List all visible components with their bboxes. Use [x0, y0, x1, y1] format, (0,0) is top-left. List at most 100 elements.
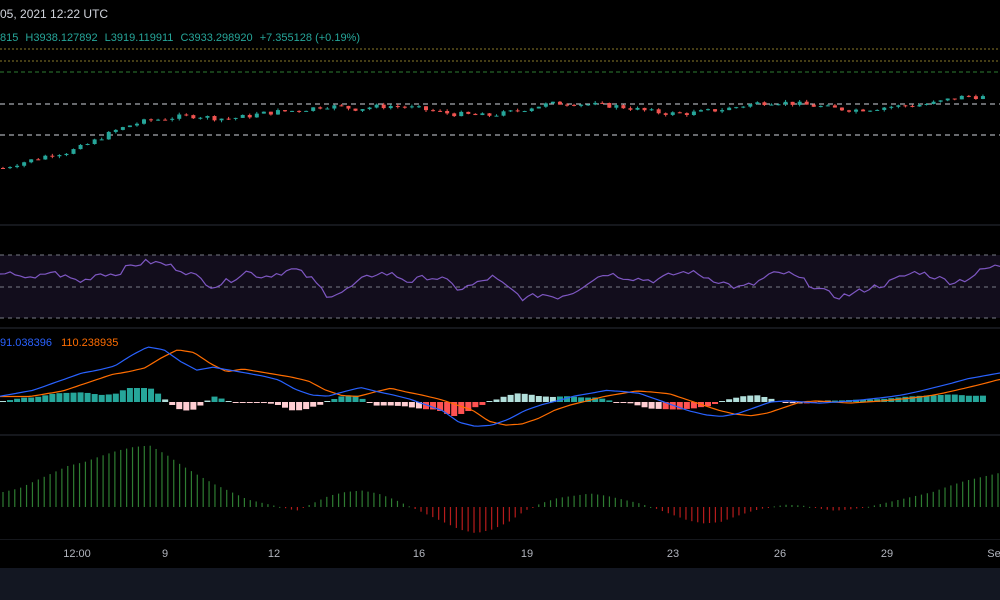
candle-body — [275, 110, 280, 115]
candle-body — [409, 106, 414, 108]
candle-body — [543, 103, 548, 107]
x-tick-label: 12 — [267, 548, 281, 560]
macd-histogram-bar — [232, 402, 239, 403]
candle-body — [931, 101, 936, 104]
candle-body — [861, 109, 866, 112]
macd-histogram-bar — [951, 394, 958, 402]
candle-body — [374, 104, 379, 108]
candle-body — [790, 101, 795, 105]
macd-histogram-bar — [70, 392, 77, 402]
macd-histogram-bar — [77, 392, 84, 402]
macd-histogram-bar — [190, 402, 197, 410]
macd-histogram-bar — [479, 402, 486, 405]
macd-histogram-bar — [423, 402, 429, 410]
candle-body — [22, 162, 27, 166]
candle-body — [600, 102, 605, 104]
macd-histogram-bar — [338, 396, 345, 402]
macd-histogram-bar — [267, 402, 274, 404]
candle-body — [36, 159, 41, 161]
chart-timestamp: 05, 2021 12:22 UTC — [0, 7, 109, 21]
x-tick-label: 19 — [520, 548, 534, 560]
candle-body — [127, 125, 132, 128]
candle-body — [494, 115, 499, 117]
macd-histogram-bar — [740, 396, 747, 402]
candle-body — [388, 106, 393, 109]
candle-body — [656, 109, 661, 114]
candle-body — [522, 111, 527, 113]
x-tick-label: 16 — [412, 548, 426, 560]
candle-body — [332, 105, 337, 109]
candle-body — [804, 101, 809, 105]
macd-histogram-bar — [380, 402, 387, 406]
candle-body — [43, 155, 48, 160]
macd-histogram-bar — [493, 399, 500, 402]
macd-histogram-bar — [705, 402, 711, 407]
candle-body — [677, 112, 682, 114]
candle-body — [261, 111, 266, 114]
candle-body — [945, 98, 950, 101]
macd-histogram-bar — [500, 396, 507, 402]
candle-body — [360, 109, 365, 111]
candle-body — [459, 111, 464, 117]
macd-histogram-bar — [49, 393, 56, 402]
candle-body — [297, 110, 302, 112]
candle-body — [924, 103, 929, 106]
macd-histogram-bar — [965, 395, 972, 402]
time-axis[interactable] — [0, 540, 1000, 568]
candle-body — [402, 106, 407, 108]
macd-histogram-bar — [930, 395, 937, 402]
candle-body — [99, 139, 104, 141]
macd-histogram-bar — [867, 399, 874, 402]
macd-histogram-bar — [197, 402, 204, 406]
candle-body — [290, 110, 295, 112]
candle-body — [684, 113, 689, 116]
macd-histogram-bar — [542, 396, 549, 402]
macd-histogram-bar — [324, 401, 331, 402]
x-tick-label: 12:00 — [63, 548, 91, 560]
macd-histogram-bar — [345, 395, 352, 402]
signal-line — [0, 349, 1000, 426]
macd-histogram-bar — [472, 402, 479, 408]
macd-histogram-bar — [465, 402, 472, 412]
macd-histogram-bar — [98, 394, 105, 402]
macd-histogram-bar — [430, 402, 437, 410]
macd-histogram-bar — [359, 398, 366, 402]
macd-histogram-bar — [958, 395, 965, 402]
candle-body — [579, 104, 584, 106]
macd-histogram-bar — [225, 401, 232, 402]
macd-histogram-bar — [634, 402, 641, 406]
macd-histogram-bar — [331, 398, 338, 402]
candle-body — [106, 131, 111, 140]
candle-body — [529, 108, 534, 112]
macd-histogram-bar — [979, 395, 986, 402]
macd-histogram-bar — [253, 402, 260, 403]
macd-histogram-bar — [437, 402, 444, 412]
candle-body — [508, 110, 513, 112]
macd-histogram-bar — [549, 396, 556, 402]
macd-histogram-bar — [831, 400, 838, 402]
macd-histogram-bar — [211, 396, 218, 402]
signal-line-value: 110.238935 — [61, 337, 119, 349]
candle-body — [938, 100, 943, 102]
candle-body — [367, 107, 372, 110]
candle-body — [776, 104, 781, 106]
candle-body — [557, 101, 562, 105]
macd-histogram-bar — [444, 402, 451, 414]
candle-body — [839, 107, 844, 111]
candle-body — [762, 102, 767, 106]
macd-histogram-bar — [486, 401, 493, 402]
macd-histogram-bar — [916, 395, 923, 402]
header-bar: 05, 2021 12:22 UTC — [0, 0, 1000, 26]
macd-histogram-bar — [35, 396, 42, 402]
macd-histogram-bar — [105, 394, 112, 402]
candle-body — [212, 116, 217, 121]
candle-body — [980, 96, 985, 99]
x-tick-label: 9 — [161, 548, 169, 560]
macd-histogram-bar — [176, 402, 183, 410]
macd-histogram-bar — [260, 402, 267, 404]
candle-body — [691, 111, 696, 116]
macd-histogram-bar — [712, 402, 719, 404]
macd-histogram-bar — [690, 402, 697, 409]
macd-histogram-bar — [923, 395, 930, 402]
